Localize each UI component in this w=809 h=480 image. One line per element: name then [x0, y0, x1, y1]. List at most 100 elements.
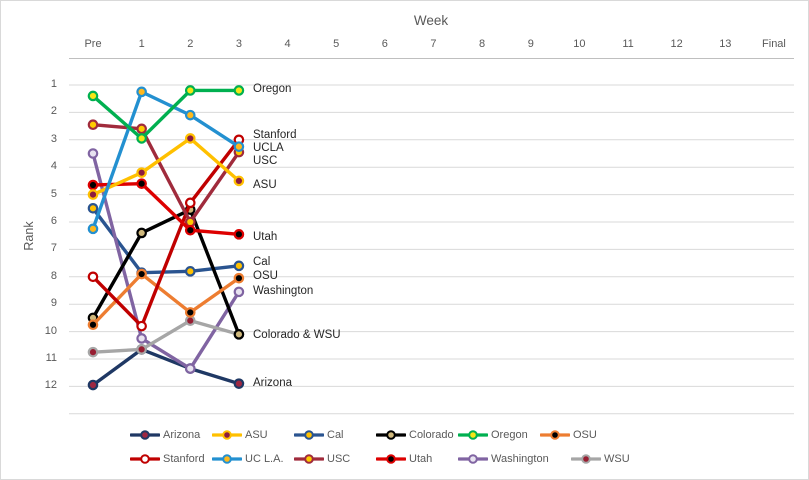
series-point-uc-l-a-2[interactable]: [184, 109, 196, 121]
series-point-wsu-1[interactable]: [136, 344, 147, 355]
series-point-cal-3[interactable]: [233, 260, 245, 272]
legend-item-cal[interactable]: Cal: [294, 429, 376, 441]
series-point-stanford-2[interactable]: [184, 197, 196, 209]
legend-label-washington: Washington: [491, 453, 549, 465]
series-point-usc-1[interactable]: [136, 123, 147, 135]
legend-marker-oregon: [458, 430, 488, 440]
series-point-cal-pre[interactable]: [87, 203, 99, 214]
series-point-arizona-3[interactable]: [233, 378, 245, 389]
legend-item-uc-l-a[interactable]: UC L.A.: [212, 453, 294, 465]
y-tick-label-4: 4: [50, 160, 57, 173]
series-line-arizona[interactable]: [91, 347, 241, 387]
series-point-oregon-pre[interactable]: [87, 90, 99, 102]
series-point-colorado-3[interactable]: [233, 329, 245, 340]
legend-marker-osu: [540, 430, 570, 440]
end-label-osu: OSU: [253, 270, 278, 283]
x-tick-label-12: 12: [670, 38, 683, 50]
series-point-cal-2[interactable]: [184, 266, 196, 277]
series-line-uc-l-a[interactable]: [91, 90, 241, 231]
y-tick-label-6: 6: [50, 215, 57, 227]
legend-item-usc[interactable]: USC: [294, 453, 376, 465]
end-label-arizona: Arizona: [253, 377, 292, 390]
series-line-utah[interactable]: [91, 181, 241, 237]
end-label-colorado-wsu: Colorado & WSU: [253, 329, 341, 342]
series-line-washington[interactable]: [91, 151, 241, 371]
series-line-stanford[interactable]: [91, 138, 241, 328]
legend-item-osu[interactable]: OSU: [540, 429, 622, 441]
series-line-usc[interactable]: [91, 123, 241, 224]
legend-label-stanford: Stanford: [163, 453, 205, 465]
legend-item-colorado[interactable]: Colorado: [376, 429, 458, 441]
end-label-asu: ASU: [253, 178, 277, 191]
series-point-washington-3[interactable]: [233, 286, 245, 298]
series-point-washington-pre[interactable]: [87, 148, 99, 159]
end-label-cal: Cal: [253, 255, 271, 268]
series-point-uc-l-a-3[interactable]: [233, 141, 245, 152]
legend-marker-asu: [212, 430, 242, 440]
x-tick-label-4: 4: [284, 38, 291, 50]
end-label-oregon: Oregon: [253, 83, 292, 96]
series-point-asu-1[interactable]: [136, 167, 147, 178]
series-point-arizona-pre[interactable]: [87, 379, 99, 391]
series-point-oregon-2[interactable]: [184, 85, 196, 96]
legend-marker-cal: [294, 430, 324, 440]
legend-label-asu: ASU: [245, 429, 268, 441]
legend-label-osu: OSU: [573, 429, 597, 441]
series-line-asu[interactable]: [91, 136, 241, 197]
series-point-asu-3[interactable]: [233, 175, 245, 187]
end-label-usc: USC: [253, 155, 278, 168]
legend-label-oregon: Oregon: [491, 429, 528, 441]
series-point-stanford-pre[interactable]: [87, 271, 99, 283]
legend-item-utah[interactable]: Utah: [376, 453, 458, 465]
x-tick-label-8: 8: [479, 38, 486, 50]
series-point-washington-2[interactable]: [184, 363, 196, 374]
series-line-wsu[interactable]: [91, 318, 241, 354]
series-point-utah-1[interactable]: [136, 178, 147, 189]
series-point-oregon-1[interactable]: [136, 133, 147, 144]
legend-marker-stanford: [130, 454, 160, 464]
series-point-osu-1[interactable]: [136, 268, 147, 280]
end-label-stanford: Stanford: [253, 129, 297, 142]
series-line-colorado[interactable]: [91, 207, 241, 337]
series-point-osu-pre[interactable]: [87, 319, 99, 331]
x-tick-label-11: 11: [622, 38, 634, 50]
legend-label-uc-l-a: UC L.A.: [245, 453, 284, 465]
series-point-utah-2[interactable]: [184, 224, 196, 236]
end-label-utah: Utah: [253, 230, 278, 243]
series-point-uc-l-a-pre[interactable]: [87, 223, 99, 235]
y-tick-label-2: 2: [50, 105, 57, 118]
series-point-asu-pre[interactable]: [87, 189, 99, 200]
series-point-usc-pre[interactable]: [87, 119, 99, 131]
legend-label-arizona: Arizona: [163, 429, 201, 441]
x-tick-label-3: 3: [235, 38, 242, 50]
series-point-osu-2[interactable]: [184, 307, 196, 318]
series-point-utah-pre[interactable]: [87, 179, 99, 191]
legend-item-oregon[interactable]: Oregon: [458, 429, 540, 441]
series-point-washington-1[interactable]: [136, 333, 147, 344]
series-point-asu-2[interactable]: [184, 133, 196, 144]
y-tick-label-10: 10: [44, 324, 57, 337]
series-point-utah-3[interactable]: [233, 229, 245, 240]
x-tick-label-1: 1: [138, 38, 145, 50]
legend-item-stanford[interactable]: Stanford: [130, 453, 212, 465]
series-point-colorado-1[interactable]: [136, 227, 147, 239]
legend-label-wsu: WSU: [604, 453, 630, 465]
x-tick-label-6: 6: [381, 38, 388, 50]
legend-item-arizona[interactable]: Arizona: [130, 429, 212, 441]
x-tick-label-13: 13: [719, 38, 732, 50]
series-point-oregon-3[interactable]: [233, 85, 245, 96]
legend-item-wsu[interactable]: WSU: [571, 453, 653, 465]
series-point-uc-l-a-1[interactable]: [136, 86, 147, 98]
series-point-stanford-1[interactable]: [136, 320, 147, 332]
series-point-osu-3[interactable]: [233, 272, 245, 284]
series-point-wsu-pre[interactable]: [87, 346, 99, 358]
y-tick-label-3: 3: [50, 132, 57, 145]
y-tick-label-11: 11: [45, 352, 57, 364]
x-tick-label-pre: Pre: [84, 38, 102, 50]
x-tick-label-2: 2: [187, 38, 194, 50]
legend-item-asu[interactable]: ASU: [212, 429, 294, 441]
legend-item-washington[interactable]: Washington: [458, 453, 571, 465]
series-line-oregon[interactable]: [91, 88, 241, 141]
